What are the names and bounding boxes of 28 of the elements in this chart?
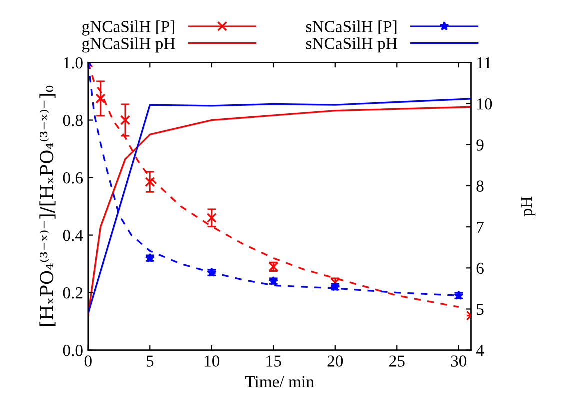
legend-label: sNCaSilH pH (306, 38, 398, 53)
x-tick-label: 15 (266, 356, 282, 367)
y2-tick-label: 8 (476, 180, 484, 192)
legend-label: gNCaSilH [P] (82, 20, 174, 36)
y2-tick-label: 11 (478, 58, 492, 69)
y2-tick-label: 6 (476, 262, 484, 274)
legend-label: sNCaSilH [P] (306, 20, 397, 34)
x-tick-label: 10 (205, 356, 220, 367)
y2-tick-label: 10 (478, 98, 492, 110)
y-tick-label: 0.8 (63, 114, 83, 126)
y2-tick-label: 5 (477, 304, 484, 316)
y-tick-label: 0.6 (63, 172, 84, 184)
y-tick-label: 0.2 (63, 288, 83, 299)
y2-axis-title: pH (521, 196, 536, 216)
x-axis-title: Time/ min (245, 376, 314, 388)
x-tick-label: 0 (84, 356, 92, 367)
x-tick-label: 25 (390, 356, 405, 367)
y2-tick-label: 4 (476, 345, 484, 356)
y-tick-label: 0.0 (63, 345, 83, 356)
x-tick-label: 30 (451, 356, 467, 367)
y2-tick-label: 7 (477, 222, 484, 233)
y-tick-label: 0.4 (63, 230, 84, 242)
x-tick-label: 20 (328, 356, 344, 367)
y2-tick-label: 9 (476, 140, 484, 151)
x-tick-label: 5 (146, 356, 154, 367)
legend-label: gNCaSilH pH (82, 38, 176, 53)
y-axis-title: [HₓPO₄⁽³⁻ˣ⁾⁻]/[HₓPO₄⁽³⁻ˣ⁾⁻]₀ (40, 86, 56, 326)
y-tick-label: 1.0 (64, 57, 83, 69)
